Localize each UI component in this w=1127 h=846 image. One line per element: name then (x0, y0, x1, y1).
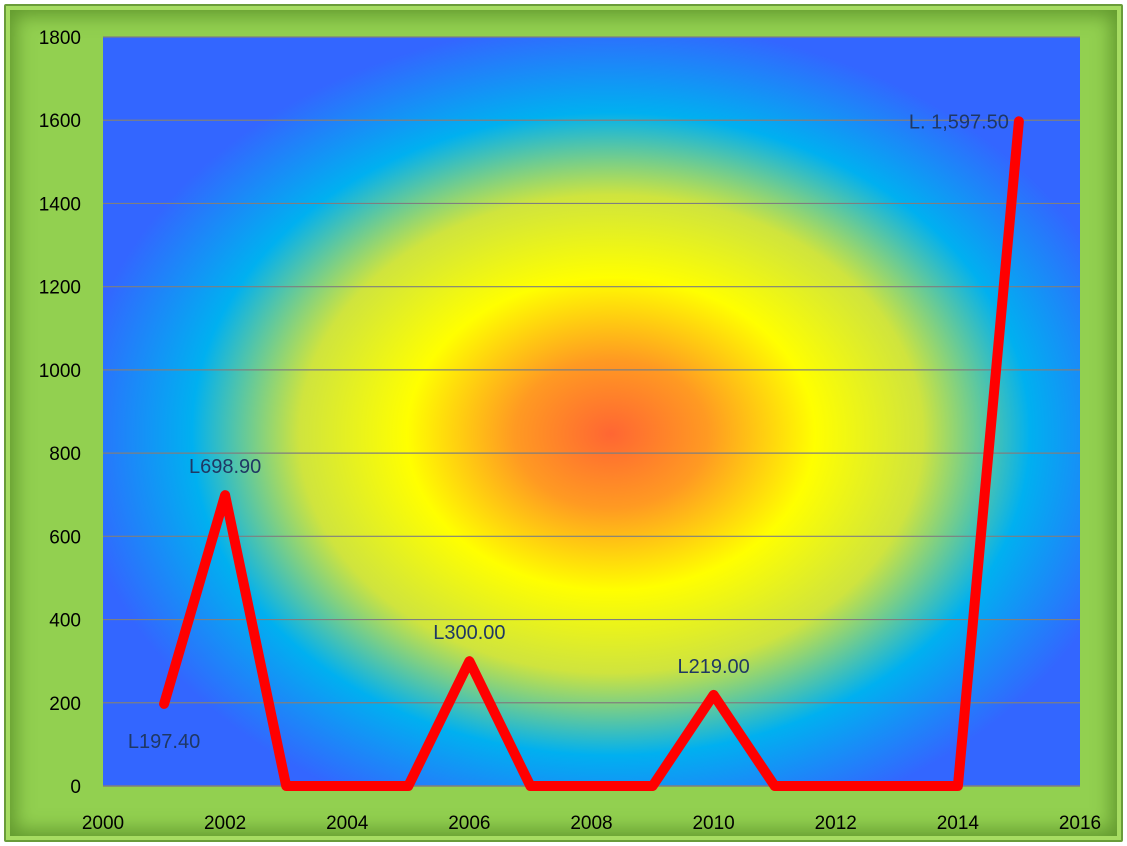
x-tick-label: 2016 (1059, 813, 1101, 834)
y-tick-label: 1000 (39, 361, 81, 382)
x-tick-label: 2012 (815, 813, 857, 834)
y-tick-label: 1400 (39, 194, 81, 215)
data-label: L197.40 (128, 731, 200, 753)
y-tick-label: 0 (70, 777, 81, 798)
tick-labels: 0 200 400 600 800 1000 1200 1400 1600 1800 2000 200… (39, 28, 1101, 834)
y-tick-label: 200 (49, 694, 81, 715)
data-label: L300.00 (433, 622, 505, 644)
y-tick-label: 1200 (39, 278, 81, 299)
data-labels: L197.40 L698.90 L300.00 L219.00 L. 1,597.50 (128, 111, 1009, 753)
x-tick-label: 2002 (204, 813, 246, 834)
data-label: L698.90 (189, 456, 261, 478)
x-tick-label: 2000 (82, 813, 124, 834)
series-line (159, 116, 1024, 791)
y-tick-label: 800 (49, 444, 81, 465)
y-tick-label: 600 (49, 527, 81, 548)
y-tick-label: 400 (49, 611, 81, 632)
x-tick-label: 2010 (692, 813, 734, 834)
series-layer (159, 116, 1024, 791)
data-label: L. 1,597.50 (909, 111, 1009, 133)
x-tick-label: 2004 (326, 813, 369, 834)
x-tick-label: 2014 (937, 813, 980, 834)
x-tick-label: 2006 (448, 813, 490, 834)
plot-area (103, 37, 1080, 786)
y-tick-label: 1600 (39, 111, 81, 132)
y-tick-label: 1800 (39, 28, 81, 49)
x-tick-label: 2008 (570, 813, 612, 834)
data-label: L219.00 (677, 656, 749, 678)
